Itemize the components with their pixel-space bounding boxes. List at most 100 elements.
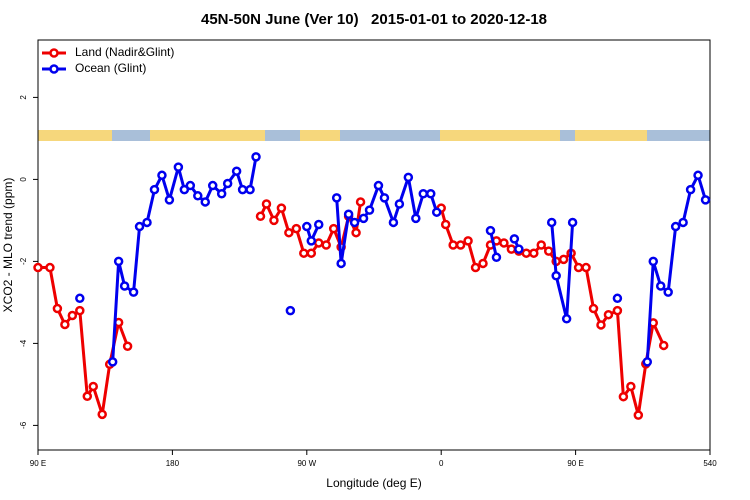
data-point	[285, 305, 296, 316]
data-point	[551, 271, 561, 281]
data-point	[67, 310, 78, 321]
land-band	[300, 130, 340, 141]
data-point	[351, 227, 361, 238]
data-point	[142, 217, 152, 228]
data-point	[222, 178, 233, 189]
x-tick-label: 90 E	[30, 459, 46, 468]
data-point	[603, 309, 614, 320]
data-point	[440, 219, 451, 230]
series-line	[645, 173, 707, 362]
data-point	[485, 225, 496, 236]
land-band	[575, 130, 647, 141]
data-point	[670, 221, 681, 232]
data-point	[173, 162, 184, 172]
data-point	[546, 217, 557, 228]
data-point	[394, 199, 405, 209]
data-point	[97, 409, 107, 420]
data-point	[157, 170, 167, 181]
plot-frame	[37, 39, 711, 451]
data-point	[403, 172, 414, 183]
data-point	[207, 180, 218, 191]
data-point	[251, 152, 261, 162]
data-point	[588, 303, 599, 314]
data-point	[149, 184, 160, 195]
data-point	[306, 236, 317, 246]
data-point	[200, 197, 211, 207]
data-point	[448, 240, 458, 250]
data-point	[237, 184, 248, 195]
data-point	[269, 215, 279, 226]
data-point	[612, 305, 623, 316]
y-tick-label: -6	[19, 421, 28, 429]
data-point	[313, 238, 324, 248]
data-point	[411, 213, 421, 224]
land-band	[150, 130, 265, 141]
data-point	[543, 246, 554, 256]
data-point	[343, 209, 354, 219]
data-point	[509, 234, 520, 244]
data-point	[119, 281, 130, 291]
data-point	[431, 207, 442, 217]
data-point	[529, 248, 539, 258]
data-point	[255, 211, 266, 222]
data-point	[313, 219, 324, 230]
data-point	[328, 223, 339, 234]
legend-marker	[49, 64, 59, 74]
data-point	[349, 217, 360, 228]
data-point	[284, 227, 294, 238]
data-point	[373, 180, 384, 191]
data-point	[107, 357, 118, 367]
data-point	[331, 193, 342, 203]
data-point	[491, 252, 502, 263]
data-point	[306, 248, 317, 258]
data-point	[134, 221, 145, 232]
data-point	[128, 287, 139, 297]
data-point	[506, 244, 517, 254]
data-point	[276, 203, 287, 213]
legend-label: Ocean (Glint)	[75, 61, 146, 75]
data-point	[388, 217, 399, 228]
data-point	[122, 341, 133, 352]
data-point	[261, 199, 272, 209]
data-point	[633, 410, 644, 420]
data-point	[558, 254, 569, 265]
data-point	[663, 287, 673, 297]
series-line	[38, 266, 130, 416]
data-point	[358, 213, 369, 224]
data-point	[573, 262, 584, 273]
x-axis-label: Longitude (deg E)	[326, 476, 421, 490]
data-point	[678, 217, 688, 228]
data-point	[82, 391, 93, 402]
data-point	[612, 293, 623, 304]
data-point	[336, 258, 346, 269]
data-point	[463, 236, 473, 246]
data-point	[596, 320, 606, 330]
data-point	[216, 189, 227, 199]
legend: Land (Nadir&Glint) Ocean (Glint)	[42, 45, 174, 75]
data-point	[455, 240, 466, 250]
data-point	[45, 262, 55, 273]
data-point	[521, 248, 532, 258]
data-point	[321, 240, 331, 250]
data-point	[561, 314, 572, 324]
series	[75, 152, 711, 367]
data-point	[231, 166, 242, 176]
data-point	[302, 221, 312, 232]
data-point	[478, 258, 488, 269]
data-point	[164, 195, 175, 205]
x-tick-label: 540	[703, 459, 717, 468]
data-point	[185, 180, 196, 191]
x-tick-label: 90 W	[297, 459, 316, 468]
legend-label: Land (Nadir&Glint)	[75, 45, 174, 59]
data-point	[418, 189, 429, 199]
data-point	[425, 189, 436, 199]
y-tick-label: 0	[19, 177, 28, 182]
x-tick-label: 180	[166, 459, 180, 468]
x-tick-label: 0	[439, 459, 444, 468]
data-point	[536, 240, 547, 250]
y-tick-label: -2	[19, 257, 28, 265]
data-point	[700, 195, 711, 205]
data-point	[514, 244, 524, 254]
data-point	[245, 184, 255, 195]
data-point	[355, 197, 366, 207]
